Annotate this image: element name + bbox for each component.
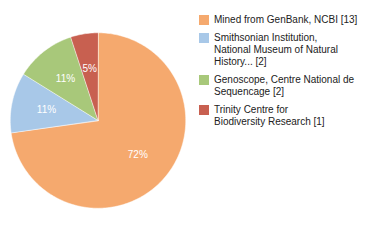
svg-text:5%: 5% — [82, 63, 97, 74]
html-text:Trinity Centre for Biodiversit: Trinity Centre for Biodiversity Research… — [214, 104, 325, 127]
svg-text:11%: 11% — [37, 104, 56, 115]
svg-text:11%: 11% — [56, 73, 75, 84]
svg-text:72%: 72% — [128, 149, 148, 160]
html-text:Mined from GenBank, NCBI [13]: Mined from GenBank, NCBI [13] — [214, 14, 358, 25]
html-text:Smithsonian Institution, Natio: Smithsonian Institution, National Museum… — [214, 32, 338, 67]
html-text:Genoscope, Centre National de: Genoscope, Centre National de Sequencage… — [214, 74, 355, 97]
